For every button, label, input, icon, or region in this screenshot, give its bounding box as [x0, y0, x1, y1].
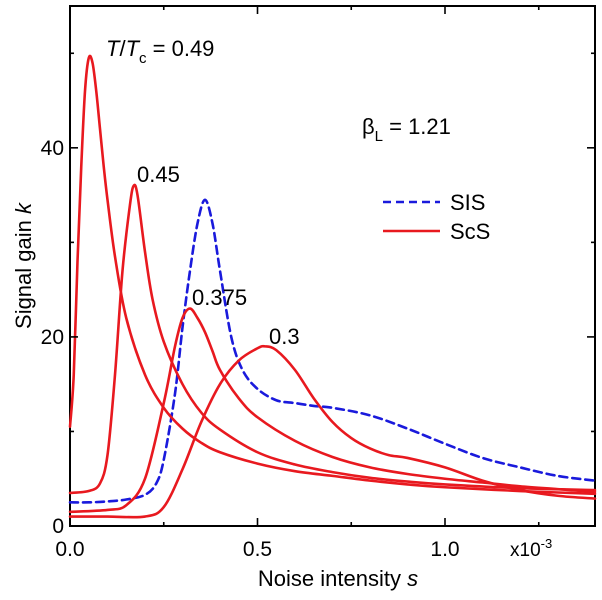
- beta-l-label: βL = 1.21: [362, 114, 451, 145]
- y-axis-title: Signal gain k: [11, 202, 36, 329]
- x-tick-label: 0.0: [55, 538, 84, 561]
- series-line-sis-0: [68, 198, 597, 504]
- tick-layer: 0.0 0.5 1.0 0 20 40: [41, 6, 595, 561]
- x-tick-label: 1.0: [430, 538, 459, 561]
- legend-label-sis: SIS: [450, 190, 485, 215]
- legend-label-scs: ScS: [450, 219, 490, 244]
- x-axis-title: Noise intensity s: [258, 566, 418, 591]
- x-multiplier-label: x10-3: [510, 536, 552, 561]
- series-line-scs-1: [68, 54, 597, 496]
- y-tick-label: 40: [41, 137, 64, 160]
- x-tick-label: 0.5: [243, 538, 272, 561]
- curve-label-0-45: 0.45: [137, 162, 180, 187]
- plot-frame: [69, 5, 596, 527]
- curve-label-0-375: 0.375: [192, 285, 247, 310]
- y-tick-label: 0: [52, 515, 64, 538]
- curve-label-0-3: 0.3: [269, 324, 300, 349]
- temperature-ratio-label: T/Tc = 0.49: [106, 36, 214, 67]
- series-line-scs-4: [68, 344, 597, 519]
- legend: SIS ScS: [383, 190, 490, 244]
- series-layer: [68, 54, 597, 519]
- series-line-scs-3: [68, 307, 597, 514]
- y-tick-label: 20: [41, 326, 64, 349]
- series-line-scs-2: [68, 183, 597, 495]
